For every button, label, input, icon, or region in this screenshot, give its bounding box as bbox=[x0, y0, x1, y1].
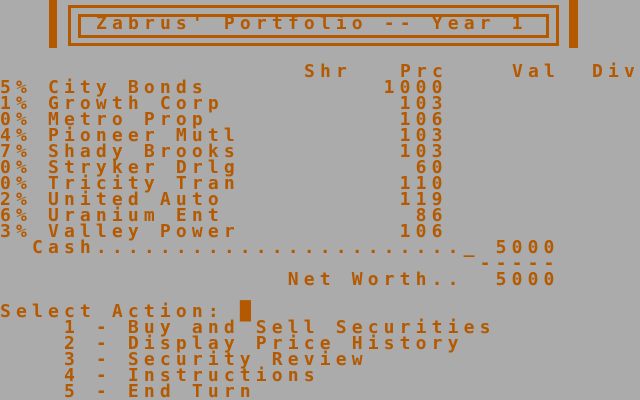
text-cursor[interactable]: █ bbox=[240, 301, 251, 322]
security-row-pioneer-mutl: 4% Pioneer Mutl 103 bbox=[0, 125, 448, 146]
security-row-city-bonds: 5% City Bonds 1000 bbox=[0, 77, 448, 98]
security-row-united-auto: 2% United Auto 119 bbox=[0, 189, 448, 210]
left-border-bar bbox=[49, 0, 57, 48]
security-row-metro-prop: 0% Metro Prop 106 bbox=[0, 109, 448, 130]
select-action-prompt: Select Action: bbox=[0, 301, 224, 322]
menu-item-3[interactable]: 3 - Security Review bbox=[0, 349, 368, 370]
menu-item-4[interactable]: 4 - Instructions bbox=[0, 365, 320, 386]
security-row-uranium-ent: 6% Uranium Ent 86 bbox=[0, 205, 448, 226]
column-header-prc: Prc bbox=[400, 61, 448, 82]
menu-item-5[interactable]: 5 - End Turn bbox=[0, 381, 256, 400]
column-header-val: Val bbox=[512, 61, 560, 82]
security-row-valley-power: 3% Valley Power 106 bbox=[0, 221, 448, 242]
title-frame-inner bbox=[78, 14, 549, 38]
right-border-bar bbox=[569, 0, 578, 48]
column-header-shr: Shr bbox=[304, 61, 352, 82]
cash-row: Cash......................._ 5000 bbox=[0, 237, 560, 258]
column-header-div: Div bbox=[592, 61, 640, 82]
menu-item-2[interactable]: 2 - Display Price History bbox=[0, 333, 464, 354]
security-row-stryker-drlg: 0% Stryker Drlg 60 bbox=[0, 157, 448, 178]
security-row-growth-corp: 1% Growth Corp 103 bbox=[0, 93, 448, 114]
net-worth-row: Net Worth.. 5000 bbox=[0, 269, 560, 290]
security-row-shady-brooks: 7% Shady Brooks 103 bbox=[0, 141, 448, 162]
security-row-tricity-tran: 0% Tricity Tran 110 bbox=[0, 173, 448, 194]
page-title: Zabrus' Portfolio -- Year 1 bbox=[96, 13, 528, 34]
title-frame-outer bbox=[68, 5, 559, 46]
total-underline: ----- bbox=[0, 253, 560, 274]
menu-item-1[interactable]: 1 - Buy and Sell Securities bbox=[0, 317, 496, 338]
